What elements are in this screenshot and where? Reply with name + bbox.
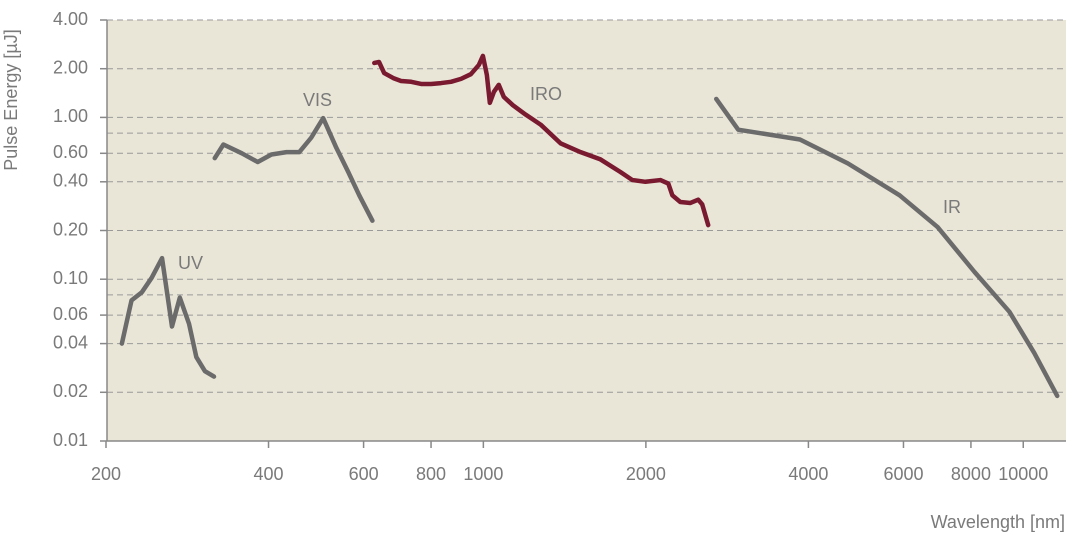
x-tick-label: 200 — [91, 464, 121, 484]
y-tick-label: 0.60 — [53, 142, 88, 162]
y-tick-label: 0.04 — [53, 332, 88, 352]
series-line — [714, 96, 1060, 399]
series-line — [372, 53, 711, 228]
y-tick-label: 4.00 — [53, 9, 88, 29]
x-tick-label: 2000 — [626, 464, 666, 484]
x-tick-label: 800 — [416, 464, 446, 484]
x-tick-label: 8000 — [951, 464, 991, 484]
y-tick-label: 0.10 — [53, 268, 88, 288]
y-tick-label: 0.20 — [53, 219, 88, 239]
series-line — [212, 115, 375, 223]
x-axis-label: Wavelength [nm] — [931, 512, 1065, 532]
y-axis-label: Pulse Energy [µJ] — [1, 29, 21, 170]
y-tick-label: 2.00 — [53, 57, 88, 77]
x-tick-label: 10000 — [998, 464, 1048, 484]
x-tick-label: 1000 — [463, 464, 503, 484]
series-line — [119, 255, 217, 379]
series-label: UV — [178, 253, 203, 273]
plot-background — [107, 20, 1066, 441]
series-label: IRO — [530, 84, 562, 104]
y-tick-label: 0.06 — [53, 304, 88, 324]
x-tick-label: 600 — [349, 464, 379, 484]
y-tick-label: 0.40 — [53, 171, 88, 191]
y-tick-label: 0.01 — [53, 430, 88, 450]
series-label: IR — [943, 197, 961, 217]
series-label: VIS — [303, 90, 332, 110]
x-tick-label: 6000 — [883, 464, 923, 484]
y-tick-label: 0.02 — [53, 381, 88, 401]
y-tick-label: 1.00 — [53, 106, 88, 126]
x-tick-label: 400 — [253, 464, 283, 484]
x-tick-label: 4000 — [788, 464, 828, 484]
